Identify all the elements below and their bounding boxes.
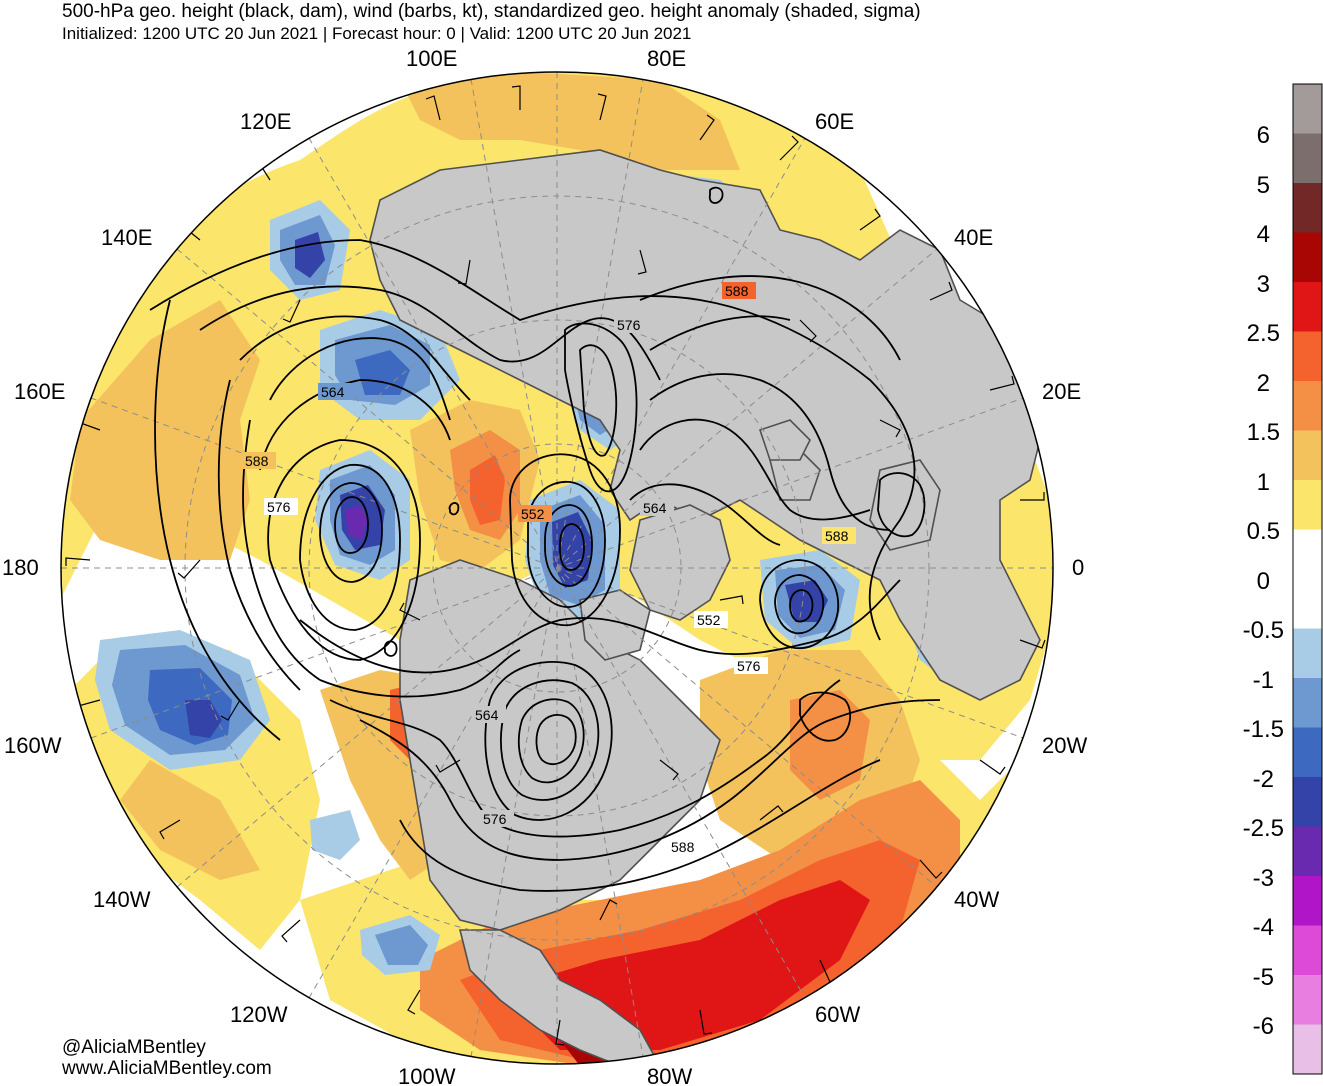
colorbar-bin — [1293, 975, 1322, 1025]
colorbar-bin — [1293, 381, 1322, 431]
colorbar-tick: -2.5 — [1243, 815, 1284, 842]
lon-label: 140W — [93, 887, 151, 912]
colorbar-bin — [1293, 183, 1322, 233]
colorbar-bin — [1293, 331, 1322, 382]
colorbar-tick: 0.5 — [1247, 518, 1280, 545]
colorbar-bin — [1293, 727, 1322, 778]
colorbar-tick: 3 — [1257, 271, 1270, 298]
lon-label: 120E — [240, 109, 291, 134]
graticule — [61, 72, 1053, 1064]
colorbar-bin — [1293, 678, 1322, 728]
credit-website: www.AliciaMBentley.com — [62, 1058, 272, 1079]
contour-label: 576 — [617, 317, 641, 333]
lon-label: 80W — [647, 1064, 692, 1086]
land-layer — [369, 149, 1041, 1064]
lon-label: 60W — [815, 1002, 860, 1027]
figure-title: 500-hPa geo. height (black, dam), wind (… — [62, 1, 921, 22]
colorbar-bin — [1293, 826, 1322, 877]
colorbar-tick-labels: 6 5 4 3 2.5 2 1.5 1 0.5 0 0 -0.5 -1 -1.5… — [1243, 122, 1284, 1040]
colorbar-bin — [1293, 1024, 1322, 1075]
colorbar-bin — [1293, 925, 1322, 976]
colorbar-tick: 1.5 — [1247, 419, 1280, 446]
colorbar-tick: -1.5 — [1243, 716, 1284, 743]
colorbar-bins — [1293, 84, 1322, 1075]
lon-label: 120W — [230, 1002, 288, 1027]
lon-label: 40W — [954, 887, 999, 912]
lon-label: 60E — [815, 109, 854, 134]
colorbar-bin — [1293, 579, 1322, 629]
colorbar-bin — [1293, 282, 1322, 332]
longitude-labels: 100E 80E 120E 60E 140E 40E 160E 20E 180 … — [2, 46, 1087, 1086]
colorbar-tick: -4 — [1253, 914, 1274, 941]
colorbar-tick: 2.5 — [1247, 320, 1280, 347]
lon-label: 180 — [2, 555, 39, 580]
colorbar: 6 5 4 3 2.5 2 1.5 1 0.5 0 0 -0.5 -1 -1.5… — [1243, 83, 1323, 1075]
contour-label: 588 — [825, 528, 849, 544]
lon-label: 20W — [1042, 733, 1087, 758]
credit-handle: @AliciaMBentley — [62, 1037, 206, 1058]
colorbar-bin — [1293, 876, 1322, 926]
lon-label: 100W — [398, 1064, 456, 1086]
colorbar-tick: -5 — [1253, 964, 1274, 991]
contour-label: 564 — [321, 384, 345, 400]
colorbar-tick: -1 — [1253, 667, 1274, 694]
colorbar-bin — [1293, 430, 1322, 481]
colorbar-tick: 6 — [1257, 122, 1270, 149]
contour-labels: 588 576 564 588 576 552 564 588 552 576 — [242, 282, 856, 855]
lon-label: 100E — [406, 46, 457, 71]
contour-label: 552 — [521, 506, 545, 522]
colorbar-tick: 0 — [1257, 568, 1270, 595]
map-disk: 588 576 564 588 576 552 564 588 552 576 — [61, 72, 1053, 1064]
contour-label: 588 — [725, 283, 749, 299]
contour-label: 588 — [671, 839, 695, 855]
colorbar-frame — [1292, 83, 1323, 1075]
colorbar-bin — [1293, 628, 1322, 679]
colorbar-bin — [1293, 777, 1322, 827]
colorbar-tick: -6 — [1253, 1013, 1274, 1040]
map-boundary — [60, 71, 1054, 1065]
colorbar-tick: -2 — [1253, 766, 1274, 793]
contour-label: 564 — [643, 500, 667, 516]
lon-label: 140E — [101, 225, 152, 250]
lon-label: 20E — [1042, 379, 1081, 404]
lon-label: 160E — [14, 379, 65, 404]
contour-label: 564 — [475, 707, 499, 723]
colorbar-tick: 2 — [1257, 370, 1270, 397]
colorbar-tick: 5 — [1257, 172, 1270, 199]
colorbar-bin — [1293, 84, 1322, 134]
contour-label: 552 — [697, 612, 721, 628]
contour-label: 576 — [483, 811, 507, 827]
lon-label: 160W — [4, 733, 62, 758]
colorbar-tick: 4 — [1257, 221, 1270, 248]
colorbar-bin — [1293, 480, 1322, 530]
lon-label: 80E — [647, 46, 686, 71]
height-contours — [149, 186, 941, 892]
colorbar-bin — [1293, 133, 1322, 184]
contour-label: 576 — [267, 499, 291, 515]
colorbar-tick: -3 — [1253, 865, 1274, 892]
colorbar-tick: 1 — [1257, 469, 1270, 496]
contour-label: 588 — [245, 453, 269, 469]
colorbar-bin — [1293, 529, 1322, 580]
lon-label: 0 — [1072, 555, 1084, 580]
lon-label: 40E — [954, 225, 993, 250]
figure-subtitle: Initialized: 1200 UTC 20 Jun 2021 | Fore… — [62, 24, 692, 43]
contour-label: 576 — [737, 658, 761, 674]
colorbar-tick: -0.5 — [1243, 617, 1284, 644]
colorbar-bin — [1293, 232, 1322, 283]
